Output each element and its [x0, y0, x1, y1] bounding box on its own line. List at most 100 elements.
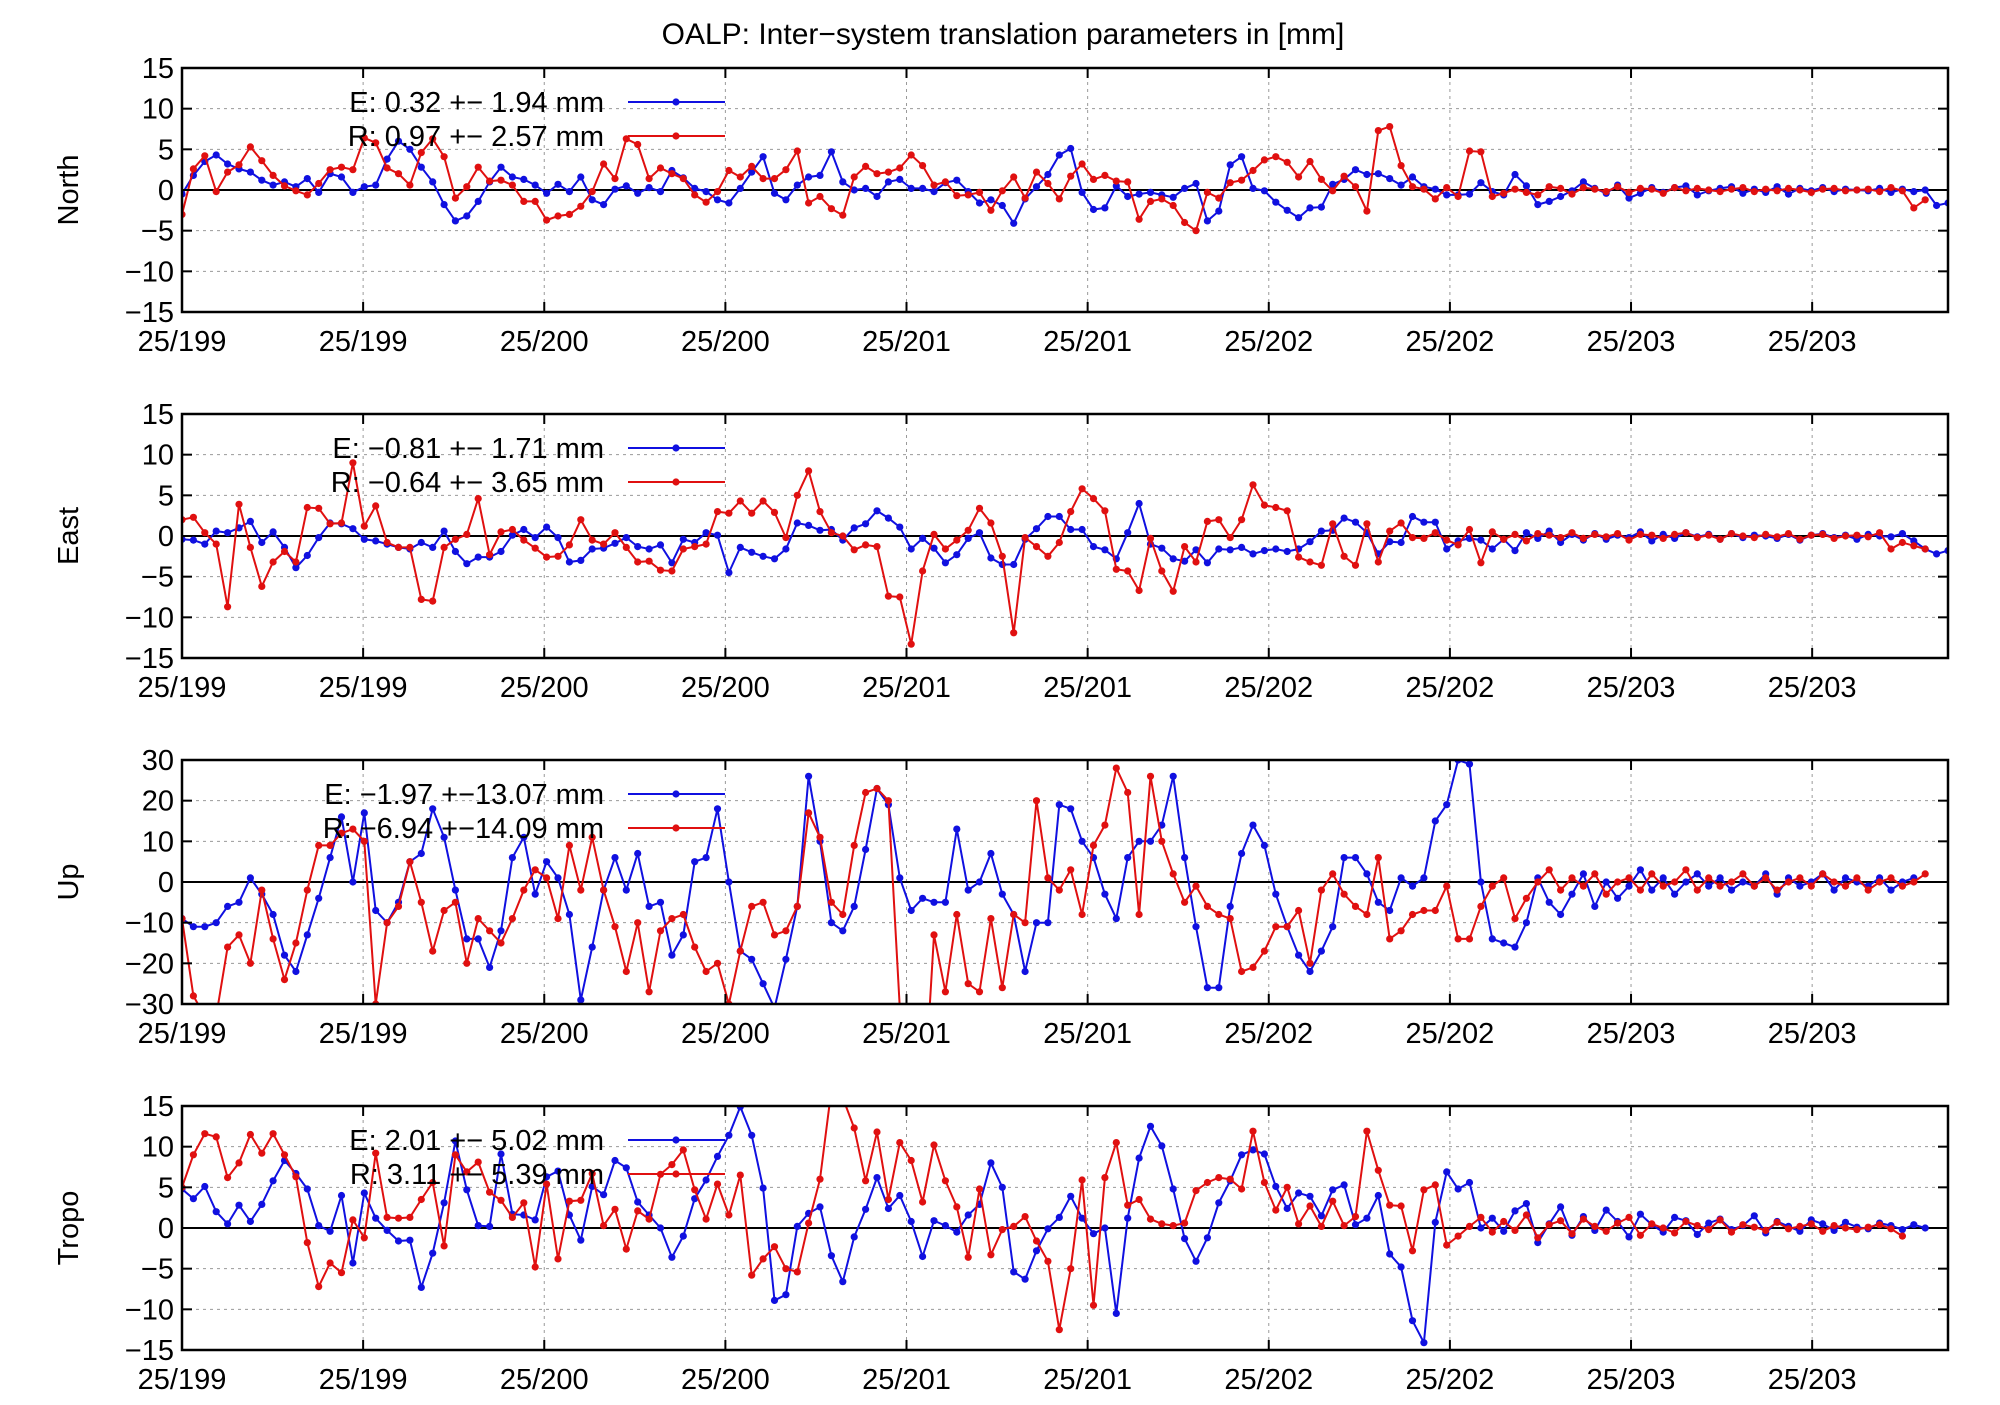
- data-point-e: [429, 1249, 437, 1257]
- data-point-r: [201, 1130, 209, 1138]
- legend-marker-r: [672, 478, 680, 486]
- data-point-e: [748, 548, 756, 556]
- data-point-e: [1215, 207, 1223, 215]
- data-point-e: [975, 199, 984, 207]
- data-point-e: [1238, 543, 1246, 552]
- data-point-e: [816, 526, 824, 534]
- data-point-e: [577, 556, 585, 565]
- data-point-e: [1431, 1218, 1439, 1226]
- data-point-e: [1671, 890, 1679, 898]
- x-tick-label: 25/201: [1043, 672, 1132, 704]
- data-point-r: [1910, 542, 1918, 550]
- data-point-e: [1055, 801, 1063, 809]
- data-point-r: [1500, 535, 1508, 543]
- data-point-r: [1648, 531, 1656, 539]
- data-point-r: [998, 552, 1006, 560]
- data-point-r: [622, 1245, 630, 1253]
- data-point-r: [531, 197, 539, 205]
- data-point-e: [611, 1156, 619, 1165]
- data-point-e: [1283, 1204, 1291, 1213]
- data-point-e: [1545, 197, 1553, 205]
- x-tick-label: 25/200: [500, 672, 589, 704]
- data-point-e: [873, 192, 881, 201]
- data-point-r: [1465, 525, 1474, 534]
- data-point-e: [930, 544, 938, 552]
- data-point-r: [429, 947, 437, 955]
- data-point-r: [1181, 898, 1189, 906]
- data-point-r: [326, 1259, 334, 1267]
- data-point-r: [884, 168, 893, 176]
- data-point-e: [1238, 1151, 1246, 1159]
- data-point-e: [1112, 1309, 1120, 1317]
- data-point-e: [1249, 1146, 1257, 1154]
- data-point-r: [1841, 882, 1850, 890]
- data-point-e: [1238, 849, 1246, 858]
- data-point-r: [1819, 185, 1827, 193]
- data-point-r: [1864, 185, 1872, 193]
- data-point-e: [212, 527, 220, 535]
- data-point-e: [919, 534, 927, 543]
- data-point-r: [941, 988, 950, 996]
- data-point-r: [850, 1124, 858, 1132]
- data-point-r: [1807, 188, 1815, 196]
- data-point-e: [748, 168, 756, 176]
- data-point-r: [554, 552, 562, 560]
- data-point-r: [337, 519, 346, 527]
- data-point-e: [1055, 1213, 1063, 1221]
- data-point-e: [953, 176, 961, 184]
- data-point-e: [1067, 1192, 1075, 1200]
- data-point-e: [1260, 1150, 1268, 1158]
- data-point-r: [1340, 552, 1348, 560]
- data-point-r: [1534, 191, 1542, 199]
- data-point-e: [782, 955, 790, 963]
- data-point-e: [782, 545, 790, 553]
- legend-entry-e: E: 2.01 +− 5.02 mm: [349, 1125, 604, 1157]
- data-point-e: [1477, 1224, 1485, 1232]
- data-point-r: [1032, 543, 1041, 551]
- data-point-e: [656, 1224, 665, 1232]
- data-point-r: [1762, 530, 1770, 539]
- data-point-r: [1181, 543, 1189, 551]
- data-point-e: [964, 1211, 972, 1219]
- data-point-e: [1067, 525, 1075, 534]
- data-point-e: [303, 931, 311, 939]
- data-point-r: [1340, 890, 1348, 898]
- x-tick-label: 25/203: [1768, 1364, 1857, 1396]
- data-point-e: [1055, 151, 1063, 159]
- data-point-e: [1443, 801, 1451, 809]
- data-point-e: [1181, 184, 1189, 192]
- data-point-r: [1750, 882, 1758, 890]
- data-point-e: [1032, 525, 1041, 533]
- data-point-r: [212, 188, 220, 196]
- data-point-e: [1921, 1224, 1929, 1232]
- data-point-e: [1408, 1317, 1417, 1325]
- data-point-r: [622, 543, 630, 552]
- data-point-r: [1101, 1174, 1109, 1182]
- data-point-r: [189, 1151, 197, 1159]
- data-point-r: [1317, 1222, 1325, 1230]
- data-point-r: [303, 191, 311, 199]
- data-point-e: [554, 874, 562, 882]
- data-point-r: [1773, 187, 1781, 195]
- data-point-r: [600, 886, 608, 894]
- data-point-r: [1454, 935, 1462, 943]
- data-point-r: [565, 541, 574, 549]
- data-point-e: [372, 537, 380, 545]
- y-tick-label: −5: [141, 562, 174, 594]
- data-point-r: [998, 984, 1006, 992]
- data-point-r: [1203, 517, 1211, 526]
- data-point-e: [1511, 1207, 1519, 1215]
- data-point-e: [497, 163, 505, 171]
- data-point-r: [1397, 927, 1405, 935]
- data-point-r: [908, 1122, 915, 1129]
- data-point-r: [1317, 175, 1325, 183]
- data-point-r: [1465, 935, 1474, 943]
- y-tick-label: −15: [125, 643, 174, 675]
- data-point-r: [201, 529, 209, 537]
- data-point-r: [246, 1130, 254, 1139]
- data-point-e: [702, 529, 710, 537]
- data-point-r: [1659, 534, 1667, 543]
- data-point-r: [383, 164, 391, 172]
- data-point-e: [1705, 1219, 1713, 1227]
- data-point-r: [520, 1199, 528, 1207]
